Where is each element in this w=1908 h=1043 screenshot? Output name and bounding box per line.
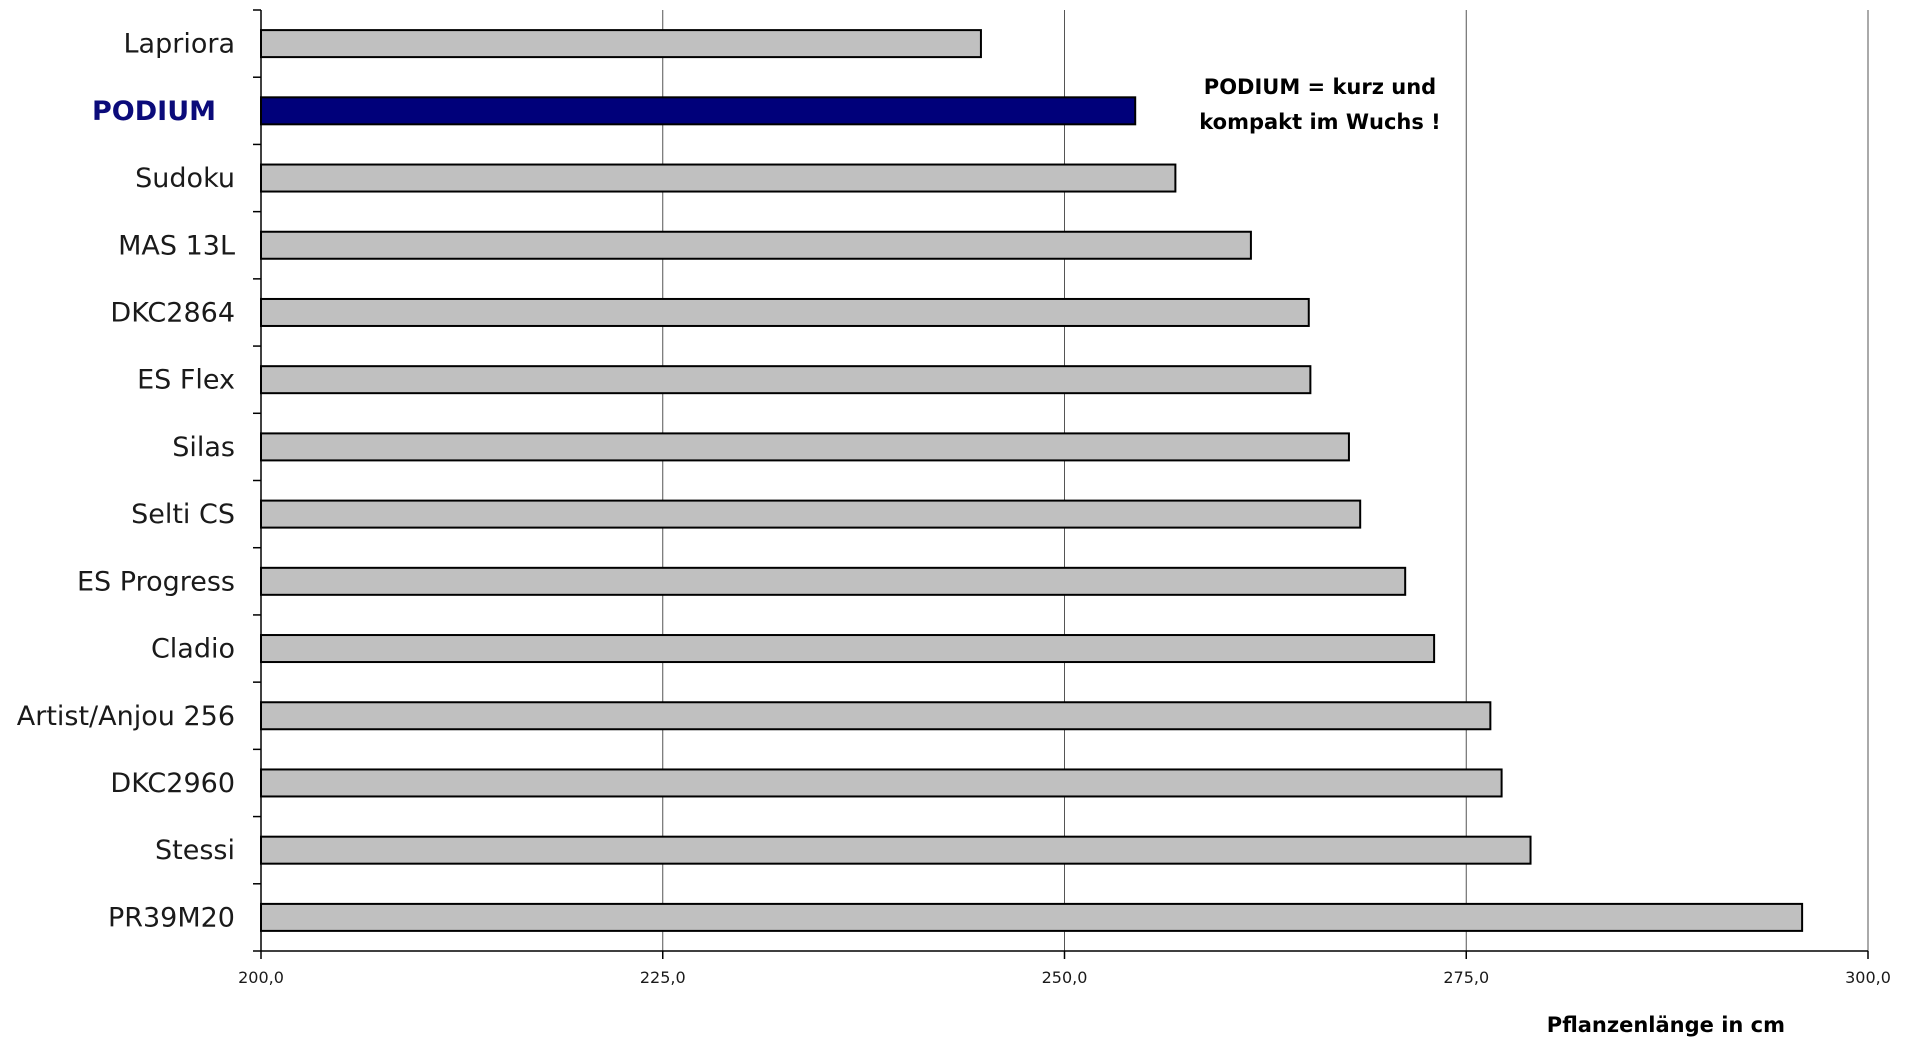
bar — [260, 835, 1532, 865]
bar — [260, 29, 982, 59]
bar — [260, 566, 1407, 596]
bar — [260, 163, 1177, 193]
annotation-line: kompakt im Wuchs ! — [1199, 110, 1441, 134]
category-label: Cladio — [151, 634, 235, 665]
bar — [260, 297, 1310, 327]
category-label: Lapriora — [124, 29, 236, 60]
category-label: PODIUM — [92, 96, 216, 127]
bar — [260, 365, 1312, 395]
category-label: MAS 13L — [118, 230, 235, 261]
bar — [260, 230, 1252, 260]
bar — [260, 432, 1350, 462]
category-label: Artist/Anjou 256 — [17, 701, 235, 732]
bars — [260, 29, 1804, 932]
category-label: Silas — [172, 432, 235, 463]
annotation: PODIUM = kurz und kompakt im Wuchs ! — [1199, 75, 1441, 134]
category-label: DKC2960 — [110, 768, 235, 799]
x-tick-label: 200,0 — [238, 968, 284, 987]
bar — [260, 701, 1492, 731]
category-label: Stessi — [155, 835, 235, 866]
category-label: PR39M20 — [108, 902, 235, 933]
category-label: Sudoku — [135, 163, 235, 194]
x-tick-label: 225,0 — [640, 968, 686, 987]
annotation-line: PODIUM = kurz und — [1204, 75, 1436, 99]
bar — [260, 902, 1804, 932]
category-label: DKC2864 — [110, 297, 235, 328]
category-label: ES Progress — [77, 566, 235, 597]
bar — [260, 768, 1503, 798]
bar — [260, 96, 1137, 126]
category-labels: Lapriora PODIUM Sudoku MAS 13L DKC2864 ES Fle… — [17, 29, 235, 934]
bar — [260, 499, 1362, 529]
x-tick-labels: 200,0 225,0 250,0 275,0 300,0 — [238, 968, 1891, 987]
category-label: ES Flex — [137, 365, 235, 396]
x-axis-title: Pflanzenlänge in cm — [1547, 1013, 1785, 1037]
category-label: Selti CS — [131, 499, 235, 530]
grid-lines — [662, 10, 1869, 951]
x-tick-label: 300,0 — [1845, 968, 1891, 987]
x-tick-label: 275,0 — [1443, 968, 1489, 987]
bar — [260, 634, 1436, 664]
x-tick-label: 250,0 — [1042, 968, 1088, 987]
axes — [253, 9, 1869, 959]
